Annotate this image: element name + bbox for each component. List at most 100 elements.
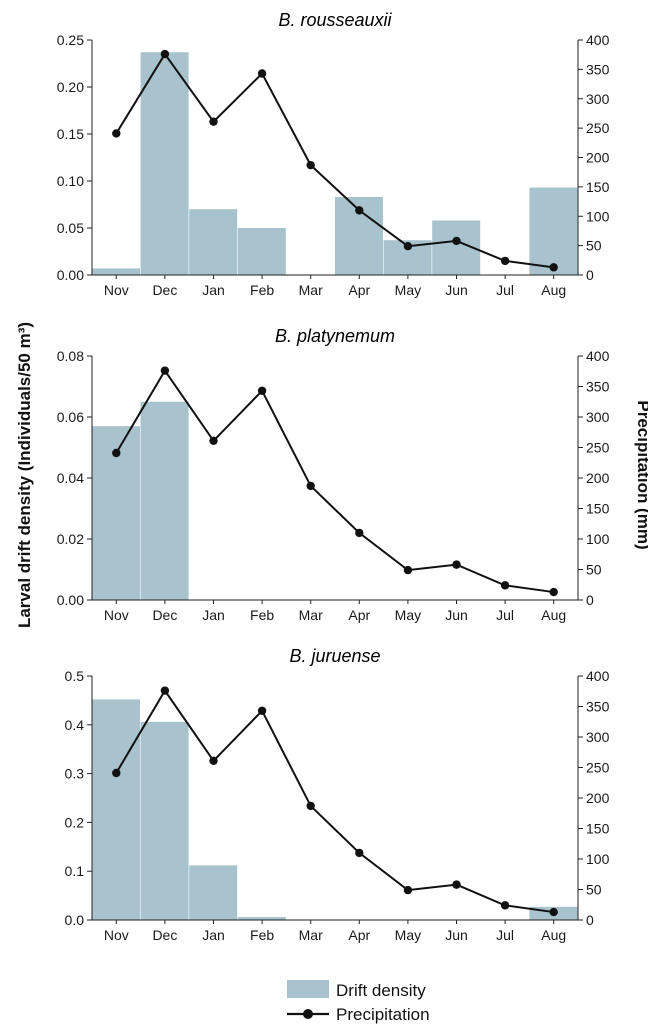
right-tick-label: 400	[586, 32, 610, 48]
right-tick-label: 200	[586, 150, 610, 166]
x-tick-label-dec: Dec	[152, 282, 177, 298]
precipitation-point-may	[403, 565, 413, 575]
left-tick-label: 0.0	[65, 912, 85, 928]
precipitation-point-nov	[112, 768, 121, 778]
x-tick-label-apr: Apr	[348, 927, 370, 943]
right-tick-label: 0	[586, 912, 594, 928]
left-tick-label: 0.00	[57, 267, 84, 283]
precipitation-point-may	[403, 242, 413, 251]
right-tick-label: 100	[586, 851, 610, 867]
precipitation-point-feb	[257, 386, 267, 395]
x-tick-label-apr: Apr	[348, 607, 370, 623]
precipitation-point-jul	[500, 901, 510, 910]
right-tick-label: 250	[586, 120, 610, 136]
precipitation-point-nov	[112, 129, 121, 138]
right-tick-label: 50	[586, 562, 602, 578]
left-tick-label: 0.02	[57, 531, 84, 547]
x-tick-label-apr: Apr	[348, 282, 370, 298]
left-tick-label: 0.15	[57, 126, 84, 142]
right-axis-label: Precipitation (mm)	[634, 400, 648, 549]
panel-title: B. platynemum	[275, 326, 395, 346]
x-tick-label-mar: Mar	[299, 607, 323, 623]
drift-density-bar-nov	[92, 268, 140, 275]
precipitation-point-dec	[160, 49, 170, 59]
precipitation-point-mar	[306, 160, 315, 170]
legend-bar-swatch	[287, 980, 329, 998]
drift-density-bar-feb	[237, 917, 286, 920]
precipitation-point-apr	[355, 848, 364, 858]
precipitation-line	[115, 368, 554, 594]
precipitation-point-aug	[549, 907, 558, 917]
drift-density-bar-feb	[237, 228, 286, 275]
precipitation-point-jan	[209, 436, 218, 445]
precipitation-point-may	[403, 885, 413, 895]
x-tick-label-may: May	[395, 607, 421, 623]
x-tick-label-feb: Feb	[250, 607, 274, 623]
right-tick-label: 50	[586, 882, 602, 898]
left-tick-label: 0.06	[57, 409, 84, 425]
precipitation-point-dec	[160, 686, 170, 695]
precipitation-point-jan	[209, 117, 218, 126]
drift-density-bar-dec	[140, 52, 189, 275]
precipitation-point-jan	[209, 756, 218, 765]
x-tick-label-jul: Jul	[496, 282, 514, 298]
precipitation-point-jul	[500, 581, 510, 590]
right-tick-label: 250	[586, 760, 610, 776]
left-tick-label: 0.4	[65, 717, 85, 733]
x-tick-label-aug: Aug	[541, 282, 566, 298]
x-tick-label-aug: Aug	[541, 607, 566, 623]
x-tick-label-feb: Feb	[250, 282, 274, 298]
x-tick-label-may: May	[395, 282, 421, 298]
right-tick-label: 0	[586, 267, 594, 283]
left-axis-label: Larval drift density (Individuals/50 m³)	[15, 322, 34, 628]
x-tick-label-jan: Jan	[202, 607, 225, 623]
right-tick-label: 300	[586, 729, 610, 745]
chart-panel-2: 0.00 0.02 0.04 0.06 0.08 0 50 100 150 200 250 300 35…	[57, 326, 610, 623]
left-tick-label: 0.5	[65, 668, 85, 684]
drift-density-bar-dec	[140, 721, 189, 920]
x-tick-label-jan: Jan	[202, 927, 225, 943]
drift-density-bar-jan	[189, 865, 238, 920]
left-tick-label: 0.05	[57, 220, 84, 236]
right-tick-label: 0	[586, 592, 594, 608]
left-tick-label: 0.2	[65, 814, 85, 830]
precipitation-point-feb	[257, 69, 267, 78]
right-tick-label: 200	[586, 470, 610, 486]
left-tick-label: 0.04	[57, 470, 84, 486]
precipitation-point-dec	[160, 366, 170, 375]
left-tick-label: 0.3	[65, 766, 85, 782]
precipitation-line	[115, 688, 554, 914]
precipitation-point-feb	[257, 706, 267, 715]
drift-density-bar-dec	[140, 401, 189, 600]
left-tick-label: 0.1	[65, 863, 85, 879]
right-tick-label: 350	[586, 61, 610, 77]
left-tick-label: 0.25	[57, 32, 84, 48]
chart-panels: 0.000.050.100.150.200.250501001502002503…	[57, 10, 610, 943]
x-tick-label-mar: Mar	[299, 927, 323, 943]
left-tick-label: 0.08	[57, 348, 84, 364]
x-tick-label-aug: Aug	[541, 927, 566, 943]
left-tick-label: 0.00	[57, 592, 84, 608]
x-tick-label-jun: Jun	[445, 927, 468, 943]
x-tick-label-nov: Nov	[104, 607, 129, 623]
x-tick-label-dec: Dec	[152, 607, 177, 623]
drift-density-bar-nov	[92, 699, 140, 920]
left-tick-label: 0.20	[57, 79, 84, 95]
panel-title: B. rousseauxii	[278, 10, 392, 30]
right-tick-label: 400	[586, 668, 610, 684]
x-tick-label-jul: Jul	[496, 607, 514, 623]
precipitation-point-nov	[112, 448, 121, 458]
x-tick-label-mar: Mar	[299, 282, 323, 298]
precipitation-point-apr	[355, 528, 364, 538]
x-tick-label-jun: Jun	[445, 607, 468, 623]
precipitation-point-jul	[500, 256, 510, 266]
x-tick-label-jul: Jul	[496, 927, 514, 943]
right-tick-label: 150	[586, 821, 610, 837]
legend: Drift density Precipitation	[287, 980, 430, 1024]
x-tick-label-dec: Dec	[152, 927, 177, 943]
right-tick-label: 400	[586, 348, 610, 364]
precipitation-point-mar	[306, 801, 315, 811]
right-tick-label: 300	[586, 409, 610, 425]
right-tick-label: 50	[586, 238, 602, 254]
drift-density-bar-jan	[189, 209, 238, 275]
